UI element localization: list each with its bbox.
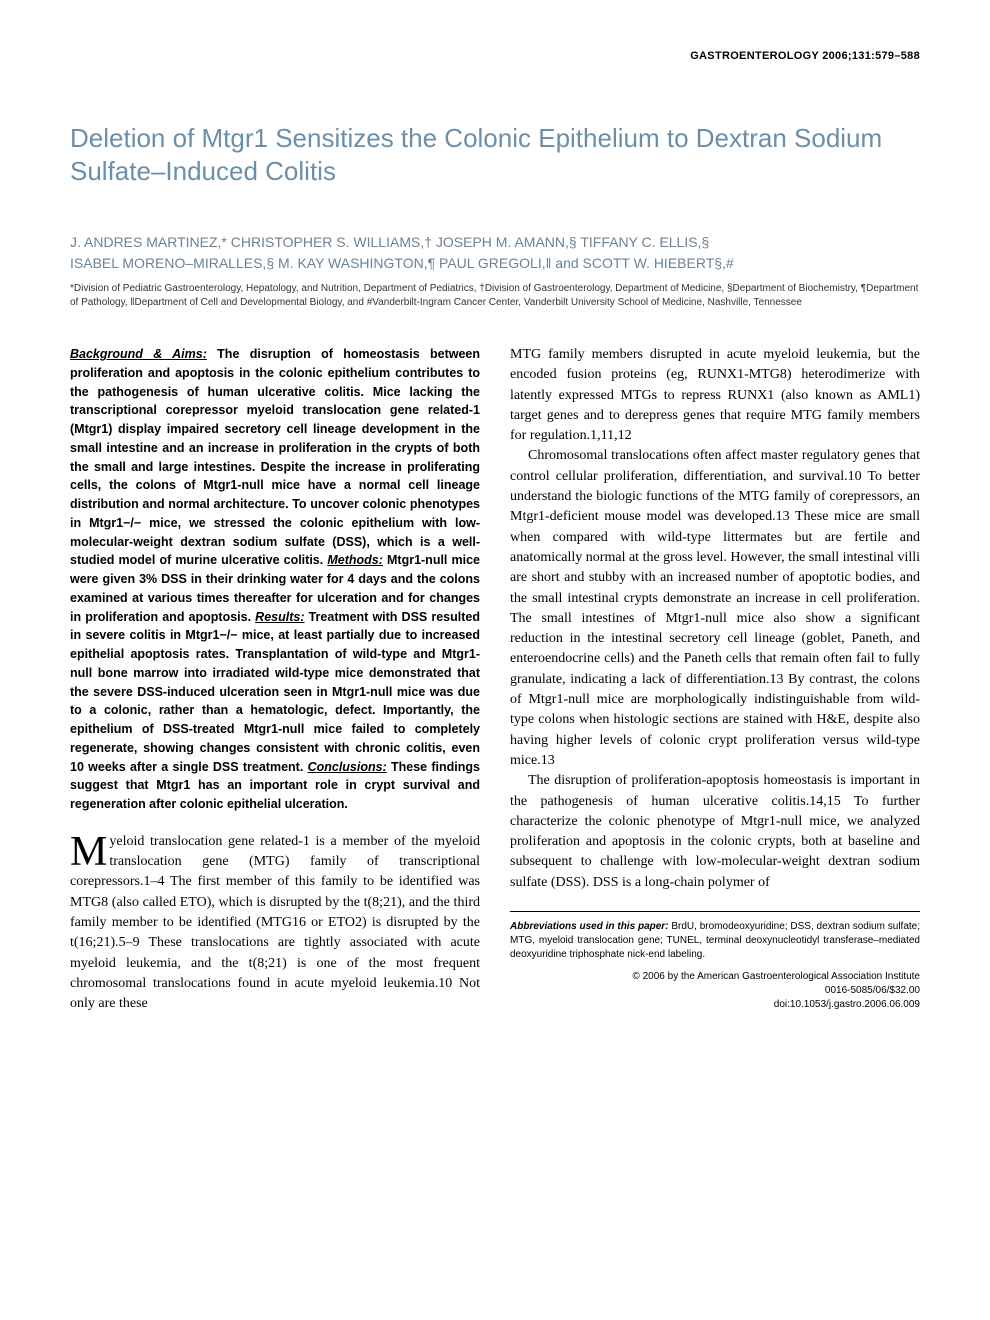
journal-header: GASTROENTEROLOGY 2006;131:579–588 [70,50,920,62]
copyright-line-1: © 2006 by the American Gastroenterologic… [510,970,920,984]
content-columns: Background & Aims: The disruption of hom… [70,345,920,1014]
article-title: Deletion of Mtgr1 Sensitizes the Colonic… [70,122,920,187]
copyright-line-2: 0016-5085/06/$32.00 [510,984,920,998]
footer-abbreviations: Abbreviations used in this paper: BrdU, … [510,911,920,1012]
copyright-line-3: doi:10.1053/j.gastro.2006.06.009 [510,998,920,1012]
abstract-conclusions-label: Conclusions: [308,760,387,774]
abstract: Background & Aims: The disruption of hom… [70,345,480,814]
body-paragraph-3: Chromosomal translocations often affect … [510,446,920,771]
abbrev-label: Abbreviations used in this paper: [510,921,669,932]
body-p1-text: yeloid translocation gene related-1 is a… [70,834,480,1011]
body-paragraph-4: The disruption of proliferation-apoptosi… [510,771,920,893]
body-paragraph-2: MTG family members disrupted in acute my… [510,345,920,446]
authors-line-2: ISABEL MORENO–MIRALLES,§ M. KAY WASHINGT… [70,253,920,274]
right-column: MTG family members disrupted in acute my… [510,345,920,1014]
dropcap: M [70,832,109,871]
body-paragraph-1: Myeloid translocation gene related-1 is … [70,832,480,1015]
authors-block: J. ANDRES MARTINEZ,* CHRISTOPHER S. WILL… [70,232,920,274]
affiliations: *Division of Pediatric Gastroenterology,… [70,282,920,310]
abstract-results-text: Treatment with DSS resulted in severe co… [70,610,480,774]
abstract-methods-label: Methods: [327,553,383,567]
footer-copyright: © 2006 by the American Gastroenterologic… [510,970,920,1012]
abstract-bg-label: Background & Aims: [70,347,207,361]
abstract-results-label: Results: [255,610,304,624]
abstract-bg-text: The disruption of homeostasis between pr… [70,347,480,567]
left-column: Background & Aims: The disruption of hom… [70,345,480,1014]
authors-line-1: J. ANDRES MARTINEZ,* CHRISTOPHER S. WILL… [70,232,920,253]
